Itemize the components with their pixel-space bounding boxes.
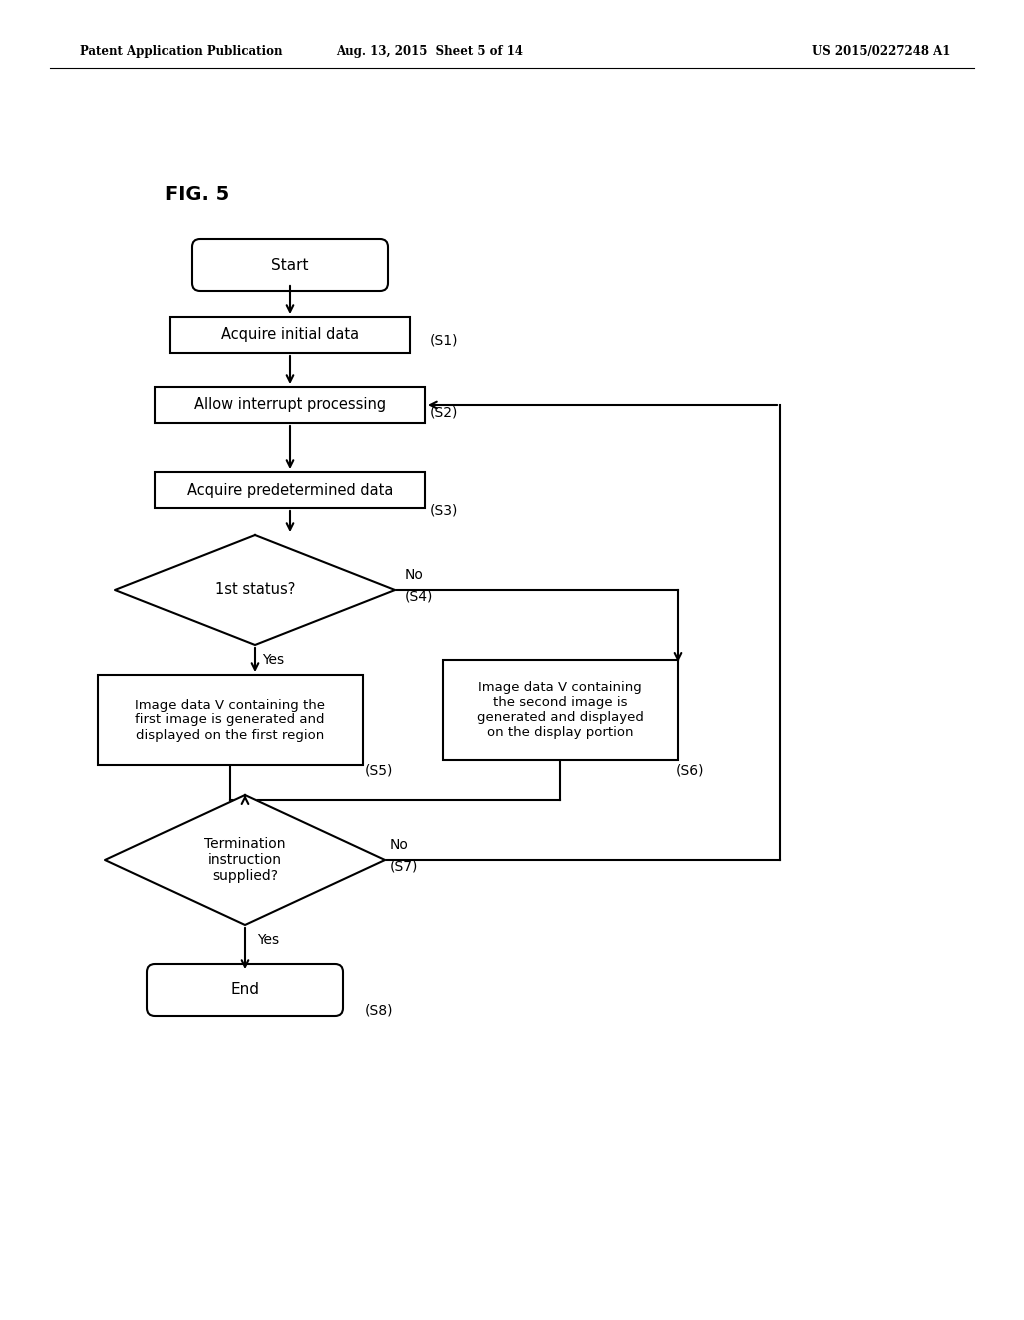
Text: Patent Application Publication: Patent Application Publication: [80, 45, 283, 58]
Text: (S7): (S7): [390, 861, 419, 874]
Text: Allow interrupt processing: Allow interrupt processing: [194, 397, 386, 412]
Text: Aug. 13, 2015  Sheet 5 of 14: Aug. 13, 2015 Sheet 5 of 14: [337, 45, 523, 58]
Bar: [97, 675, 362, 766]
Text: US 2015/0227248 A1: US 2015/0227248 A1: [812, 45, 950, 58]
Bar: [442, 660, 678, 760]
Text: Yes: Yes: [262, 653, 284, 667]
Text: (S8): (S8): [365, 1003, 393, 1016]
Text: Yes: Yes: [257, 933, 280, 946]
Bar: [155, 387, 425, 422]
Text: (S6): (S6): [676, 763, 705, 777]
Text: No: No: [406, 568, 424, 582]
Text: (S1): (S1): [430, 333, 459, 347]
Text: Image data V containing the
first image is generated and
displayed on the first : Image data V containing the first image …: [135, 698, 325, 742]
Polygon shape: [105, 795, 385, 925]
Text: No: No: [390, 838, 409, 851]
Text: Acquire predetermined data: Acquire predetermined data: [186, 483, 393, 498]
Text: (S5): (S5): [365, 763, 393, 777]
Text: (S3): (S3): [430, 503, 459, 517]
Text: (S2): (S2): [430, 405, 459, 418]
Text: Image data V containing
the second image is
generated and displayed
on the displ: Image data V containing the second image…: [476, 681, 643, 739]
Text: 1st status?: 1st status?: [215, 582, 295, 598]
Bar: [170, 317, 410, 352]
Text: FIG. 5: FIG. 5: [165, 186, 229, 205]
FancyBboxPatch shape: [147, 964, 343, 1016]
Text: Termination
instruction
supplied?: Termination instruction supplied?: [204, 837, 286, 883]
FancyBboxPatch shape: [193, 239, 388, 290]
Text: Start: Start: [271, 257, 309, 272]
Bar: [155, 473, 425, 508]
Text: End: End: [230, 982, 259, 998]
Text: Acquire initial data: Acquire initial data: [221, 327, 359, 342]
Polygon shape: [115, 535, 395, 645]
Text: (S4): (S4): [406, 590, 433, 605]
